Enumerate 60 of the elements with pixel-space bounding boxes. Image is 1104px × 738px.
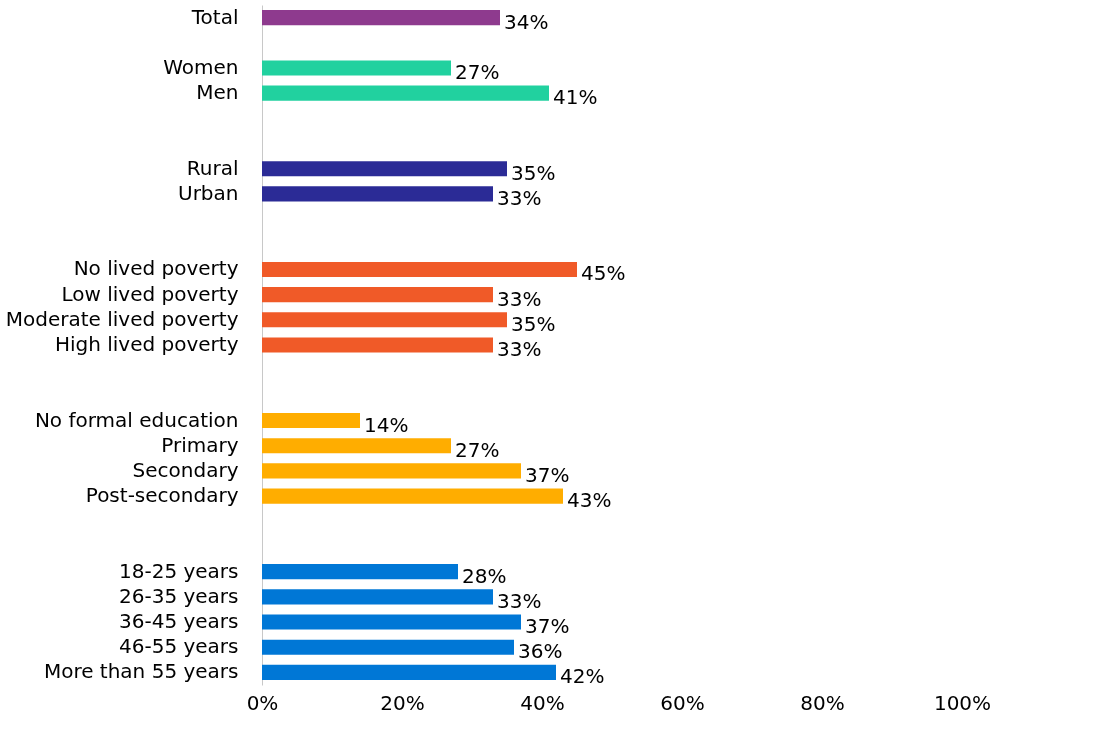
y-tick-label: Rural [186,155,239,180]
x-tick-label: 0% [246,690,279,715]
y-tick-label: Primary [161,432,239,457]
data-label: 14% [364,412,409,437]
bar [262,161,507,177]
data-label: 37% [525,462,570,487]
bar [262,614,521,630]
data-label: 35% [511,311,556,336]
data-label: 34% [504,9,549,34]
x-tick-label: 20% [380,690,425,715]
data-label: 33% [497,337,542,361]
y-tick-label: No formal education [34,407,239,432]
data-label: 36% [518,639,563,664]
y-tick-label: 46-55 years [118,634,239,659]
x-tick-label: 40% [520,690,565,715]
y-tick-label: 18-25 years [118,558,239,583]
data-label: 37% [525,614,570,639]
bar [262,312,507,328]
bar [262,337,493,353]
y-tick-label: High lived poverty [54,332,239,356]
bar [262,488,563,504]
y-tick-label: Secondary [132,457,239,482]
y-tick-label: Urban [178,180,239,205]
bar [262,564,458,580]
bar [262,60,451,76]
bar [262,10,500,26]
y-tick-label: Women [163,54,239,79]
y-tick-label: Total [190,4,239,29]
data-label: 41% [553,85,598,110]
bar [262,639,514,655]
x-tick-label: 100% [933,690,992,715]
data-label: 27% [455,59,500,84]
y-tick-label: 26-35 years [118,583,239,608]
bar [262,664,556,680]
bar [262,589,493,605]
y-tick-label: 36-45 years [118,609,239,634]
data-label: 28% [462,563,507,588]
y-tick-label: Post-secondary [85,483,239,508]
y-tick-label: More than 55 years [43,659,239,684]
bar [262,413,360,429]
data-label: 33% [497,286,542,311]
x-tick-label: 60% [660,690,705,715]
x-tick-label: 80% [800,690,845,715]
bar [262,186,493,202]
data-label: 35% [511,160,556,185]
bar [262,85,549,101]
data-label: 43% [567,488,612,513]
bar [262,261,577,277]
data-label: 45% [581,261,626,286]
data-label: 33% [497,588,542,613]
y-tick-label: Low lived poverty [61,281,239,306]
y-tick-label: Moderate lived poverty [5,306,239,331]
y-tick-label: No lived poverty [73,256,239,281]
bar [262,438,451,454]
bar [262,287,493,303]
data-label: 27% [455,437,500,462]
y-tick-label: Men [196,80,239,105]
bar [262,463,521,479]
data-label: 42% [560,664,605,689]
data-label: 33% [497,185,542,210]
